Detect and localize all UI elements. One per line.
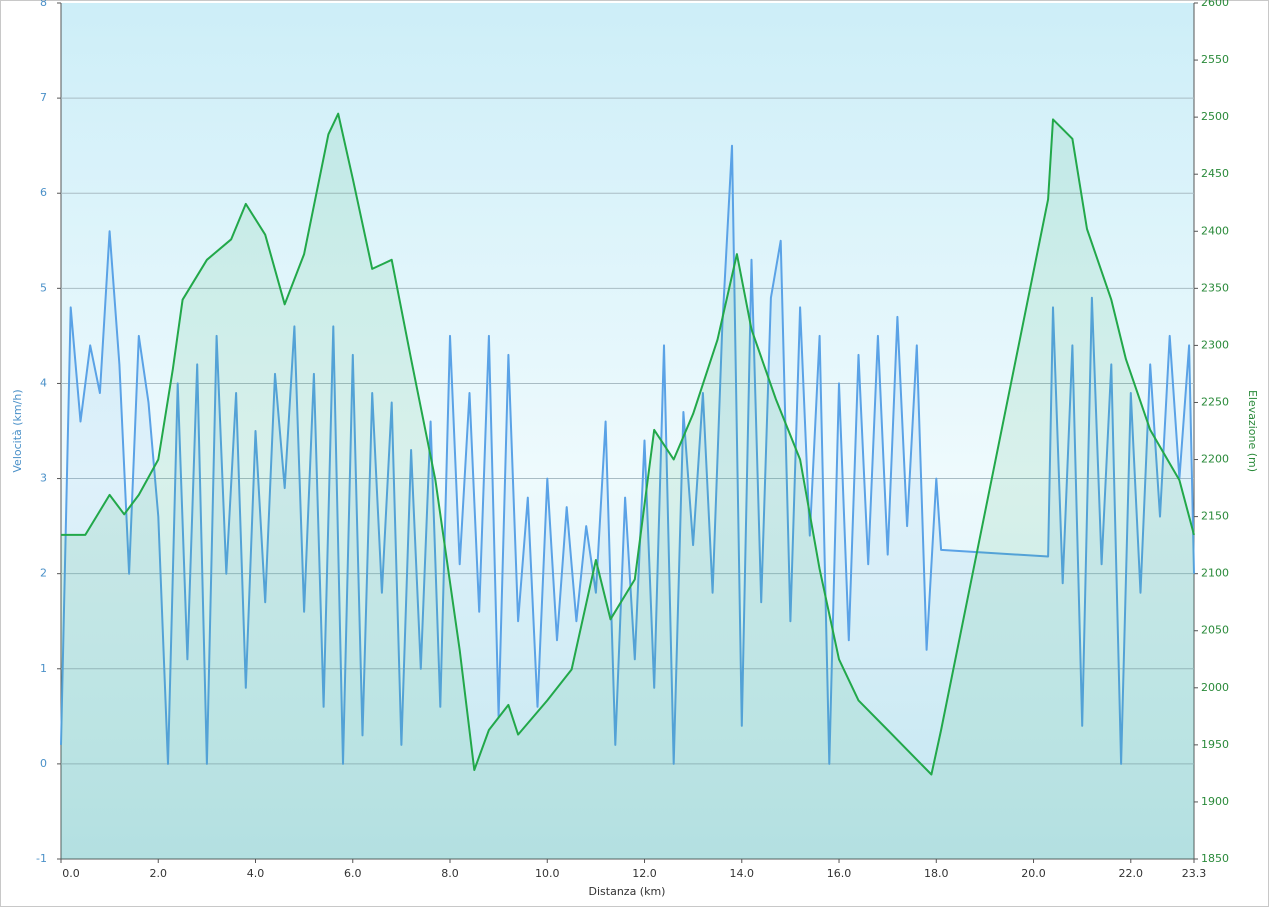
y-axis-title: Velocità (km/h) xyxy=(11,389,24,472)
y-tick-label: 3 xyxy=(40,472,47,485)
x-tick-label: 10.0 xyxy=(535,867,560,880)
x-tick-label: 0.0 xyxy=(62,867,80,880)
y2-tick-label: 1850 xyxy=(1201,852,1229,865)
y2-tick-label: 2300 xyxy=(1201,338,1229,351)
y2-axis-title: Elevazione (m) xyxy=(1246,390,1259,472)
y-tick-label: 6 xyxy=(40,186,47,199)
y2-tick-label: 2250 xyxy=(1201,395,1229,408)
y2-tick-label: 2100 xyxy=(1201,567,1229,580)
y2-tick-label: 2400 xyxy=(1201,224,1229,237)
y-tick-label: 4 xyxy=(40,376,47,389)
x-tick-label: 22.0 xyxy=(1119,867,1144,880)
y-tick-label: 7 xyxy=(40,91,47,104)
y2-tick-label: 2500 xyxy=(1201,110,1229,123)
x-tick-label: 12.0 xyxy=(632,867,657,880)
y2-tick-label: 2000 xyxy=(1201,681,1229,694)
y-tick-label: 2 xyxy=(40,567,47,580)
line xyxy=(61,112,1195,776)
area xyxy=(61,113,1194,859)
y2-tick-label: 2200 xyxy=(1201,453,1229,466)
y2-tick-label: 1950 xyxy=(1201,738,1229,751)
x-axis-title: Distanza (km) xyxy=(589,885,666,898)
x-tick-label: 16.0 xyxy=(827,867,852,880)
area xyxy=(61,145,1194,859)
y-tick-label: 1 xyxy=(40,662,47,675)
x-tick-label: 18.0 xyxy=(924,867,949,880)
x-tick-label: 4.0 xyxy=(247,867,265,880)
x-tick-label: 8.0 xyxy=(441,867,459,880)
line xyxy=(60,144,1195,765)
y2-tick-label: 2450 xyxy=(1201,167,1229,180)
y-tick-label: 5 xyxy=(40,281,47,294)
y-tick-label: 8 xyxy=(40,0,47,9)
y2-tick-label: 2350 xyxy=(1201,281,1229,294)
plot-area xyxy=(61,3,1194,859)
x-tick-label: 14.0 xyxy=(730,867,755,880)
x-tick-label: 20.0 xyxy=(1021,867,1046,880)
x-tick-label: 23.3 xyxy=(1182,867,1207,880)
y2-tick-label: 2050 xyxy=(1201,624,1229,637)
y2-tick-label: 2550 xyxy=(1201,53,1229,66)
x-tick-label: 2.0 xyxy=(150,867,168,880)
y-tick-label: -1 xyxy=(36,852,47,865)
y2-tick-label: 1900 xyxy=(1201,795,1229,808)
y2-tick-label: 2150 xyxy=(1201,510,1229,523)
y-tick-label: 0 xyxy=(40,757,47,770)
x-tick-label: 6.0 xyxy=(344,867,362,880)
y2-tick-label: 2600 xyxy=(1201,0,1229,9)
